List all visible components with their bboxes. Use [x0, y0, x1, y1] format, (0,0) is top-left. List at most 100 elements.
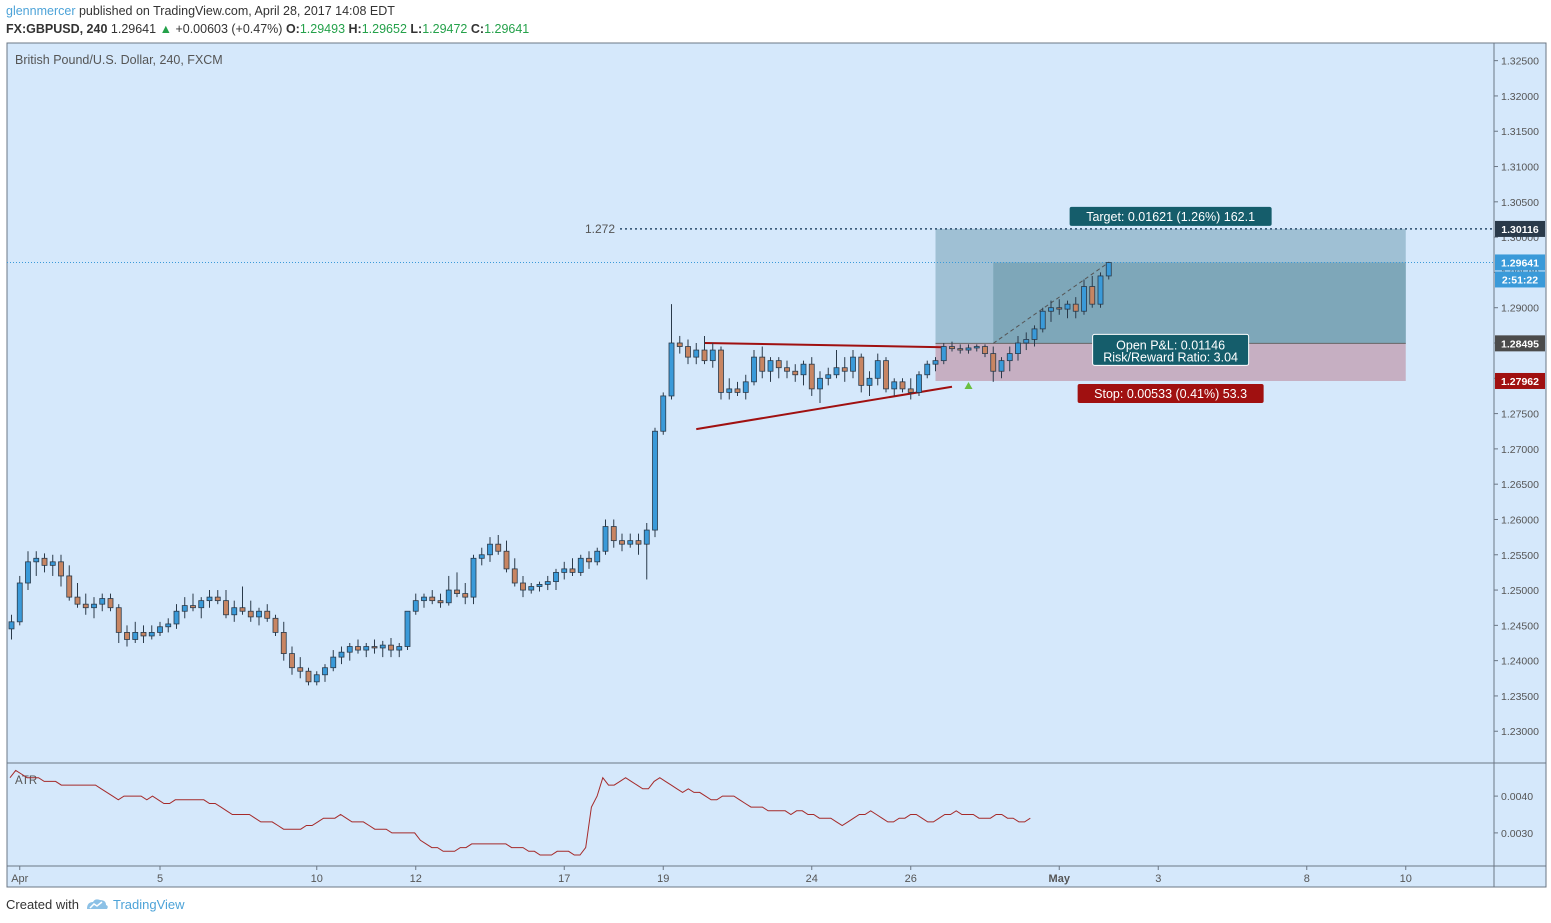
candle-up: [1097, 275, 1104, 305]
atr-line: [9, 769, 1031, 856]
y-tick-label: 1.32000: [1501, 91, 1539, 103]
y-tick-label: 1.25500: [1501, 550, 1539, 562]
candle-down: [619, 540, 625, 545]
chart-title: British Pound/U.S. Dollar, 240, FXCM: [15, 53, 223, 67]
entry-price-badge: 1.28495: [1501, 338, 1539, 350]
candle-up: [346, 646, 353, 653]
candle-up: [49, 561, 56, 566]
candle-up: [330, 656, 337, 669]
open-profit-zone: [993, 262, 1406, 344]
candle-up: [998, 360, 1005, 372]
candle-up: [1048, 307, 1054, 312]
created-with-text: Created with: [6, 897, 79, 912]
candle-up: [693, 349, 700, 358]
candle-down: [858, 356, 865, 386]
candle-up: [561, 568, 568, 573]
candle-up: [643, 529, 650, 545]
candle-up: [577, 557, 584, 573]
candle-down: [957, 348, 964, 351]
atr-pane: [7, 763, 1494, 866]
y-tick-label: 1.30500: [1501, 197, 1539, 209]
x-tick-label: May: [1049, 873, 1071, 885]
tradingview-logo-icon: [85, 897, 109, 914]
candle-up: [1006, 353, 1013, 362]
candle-up: [198, 600, 205, 609]
candle-down: [82, 603, 89, 609]
y-tick-label: 1.26500: [1501, 479, 1539, 491]
candle-down: [883, 360, 889, 390]
candle-down: [495, 543, 502, 552]
y-tick-label: 1.27000: [1501, 444, 1539, 456]
candle-up: [767, 360, 774, 372]
x-tick-label: 17: [558, 873, 570, 885]
candle-up: [445, 589, 452, 604]
candle-up: [742, 381, 749, 393]
time-axis-pane: [7, 866, 1494, 887]
candle-up: [470, 557, 477, 598]
high-value: 1.29652: [361, 22, 407, 36]
candle-up: [421, 596, 427, 602]
atr-tick-label: 0.0040: [1501, 791, 1533, 803]
stop-label-box: [1077, 383, 1264, 403]
price-axis-pane: [1494, 43, 1546, 887]
y-tick-label: 1.23500: [1501, 691, 1539, 703]
x-tick-label: 3: [1155, 873, 1161, 885]
footer: Created with TradingView: [6, 897, 185, 914]
candle-up: [1031, 328, 1038, 340]
x-tick-label: 24: [806, 873, 818, 885]
y-tick-label: 1.29000: [1501, 303, 1539, 315]
candle-up: [165, 623, 172, 628]
y-tick-label: 1.25000: [1501, 585, 1539, 597]
candle-down: [462, 593, 469, 598]
candle-up: [132, 632, 139, 640]
candle-down: [610, 526, 617, 542]
y-tick-label: 1.26000: [1501, 514, 1539, 526]
candle-down: [718, 349, 724, 393]
candle-down: [124, 632, 130, 640]
candle-down: [272, 617, 279, 633]
candle-up: [1064, 303, 1071, 310]
open-value: 1.29493: [299, 22, 346, 36]
candle-down: [247, 610, 254, 618]
candle-up: [379, 644, 386, 649]
candle-down: [41, 557, 48, 566]
candle-up: [99, 598, 106, 605]
candle-up: [148, 632, 155, 637]
risk-reward-label: Risk/Reward Ratio: 3.04: [1103, 350, 1238, 364]
candle-up: [528, 586, 535, 591]
stop-price-badge-box: [1495, 372, 1545, 389]
candle-up: [16, 582, 23, 623]
candle-up: [800, 363, 807, 376]
candle-up: [924, 363, 931, 376]
x-tick-label: 10: [1400, 873, 1412, 885]
target-label: Target: 0.01621 (1.26%) 162.1: [1086, 210, 1255, 224]
tradingview-link[interactable]: TradingView: [112, 897, 185, 912]
candle-up: [404, 610, 411, 647]
candle-up: [1039, 310, 1046, 330]
candle-down: [1089, 286, 1096, 305]
candle-up: [965, 347, 972, 351]
candle-up: [627, 540, 634, 545]
candle-down: [635, 540, 642, 545]
candle-down: [223, 600, 229, 616]
fib-1272-label: 1.272: [585, 222, 615, 236]
pnl-label-box: [1092, 333, 1250, 366]
candle-up: [25, 561, 31, 584]
candle-up: [833, 367, 840, 376]
ohlc-header: FX:GBPUSD, 240 1.29641 ▲ +0.00603 (+0.47…: [6, 22, 529, 36]
chart-frame: [6, 42, 1547, 888]
x-tick-label: 19: [657, 873, 669, 885]
candle-down: [907, 388, 914, 393]
author-link[interactable]: glennmercer: [6, 4, 76, 18]
candle-up: [652, 430, 658, 531]
candle-down: [759, 356, 766, 372]
triangle-trendline: [704, 342, 944, 349]
candle-up: [932, 360, 939, 365]
candle-down: [280, 632, 287, 654]
candle-up: [478, 554, 485, 559]
candle-down: [775, 360, 782, 369]
candle-down: [808, 363, 815, 390]
candle-up: [363, 646, 370, 651]
candle-down: [289, 653, 295, 669]
